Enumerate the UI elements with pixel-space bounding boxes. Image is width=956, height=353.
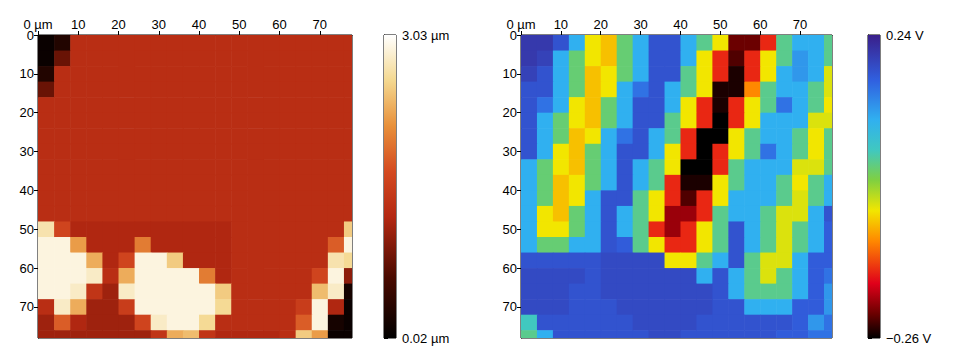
svg-text:60: 60 [753,17,767,32]
svg-text:10: 10 [20,66,34,81]
svg-text:60: 60 [272,17,286,32]
svg-text:50: 50 [232,17,246,32]
svg-text:70: 70 [20,299,34,314]
svg-text:10: 10 [503,66,517,81]
svg-text:30: 30 [633,17,647,32]
svg-text:20: 20 [20,105,34,120]
svg-text:20: 20 [111,17,125,32]
svg-text:3.03 µm: 3.03 µm [402,28,449,43]
svg-text:0.24 V: 0.24 V [886,28,924,43]
svg-text:0.02 µm: 0.02 µm [402,331,449,346]
svg-text:30: 30 [20,144,34,159]
svg-text:40: 40 [20,183,34,198]
svg-text:0: 0 [26,27,34,43]
svg-text:0 µm: 0 µm [506,17,535,32]
svg-text:40: 40 [503,183,517,198]
svg-text:60: 60 [503,261,517,276]
svg-text:40: 40 [192,17,206,32]
svg-text:50: 50 [503,222,517,237]
svg-text:0 µm: 0 µm [23,17,52,32]
svg-text:50: 50 [20,222,34,237]
svg-text:60: 60 [20,261,34,276]
svg-text:70: 70 [503,299,517,314]
svg-text:−0.26 V: −0.26 V [886,331,932,346]
svg-text:0: 0 [509,27,517,43]
svg-text:40: 40 [673,17,687,32]
svg-text:20: 20 [594,17,608,32]
svg-text:70: 70 [313,17,327,32]
svg-text:30: 30 [503,144,517,159]
svg-text:20: 20 [503,105,517,120]
svg-text:30: 30 [152,17,166,32]
svg-text:10: 10 [554,17,568,32]
svg-text:70: 70 [793,17,807,32]
svg-text:10: 10 [71,17,85,32]
svg-text:50: 50 [713,17,727,32]
